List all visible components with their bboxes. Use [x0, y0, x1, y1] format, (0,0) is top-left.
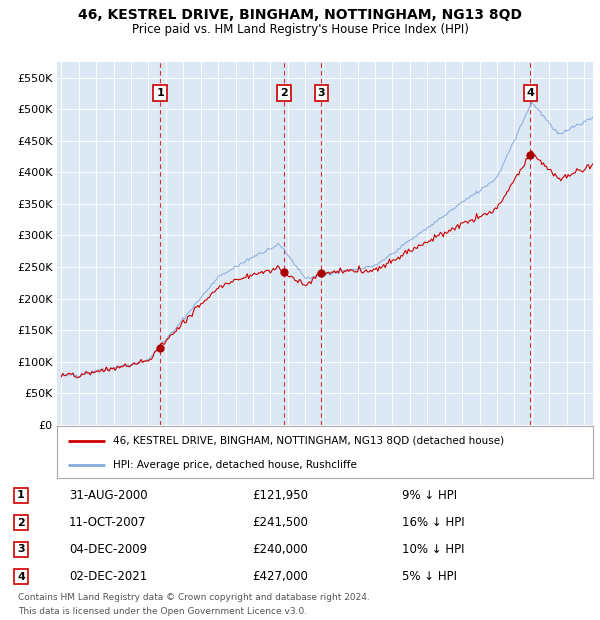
Text: 46, KESTREL DRIVE, BINGHAM, NOTTINGHAM, NG13 8QD (detached house): 46, KESTREL DRIVE, BINGHAM, NOTTINGHAM, … [113, 436, 505, 446]
Text: 31-AUG-2000: 31-AUG-2000 [69, 489, 148, 502]
Text: 3: 3 [317, 88, 325, 98]
Text: 9% ↓ HPI: 9% ↓ HPI [402, 489, 457, 502]
Text: Price paid vs. HM Land Registry's House Price Index (HPI): Price paid vs. HM Land Registry's House … [131, 23, 469, 36]
Text: 11-OCT-2007: 11-OCT-2007 [69, 516, 146, 529]
Text: 1: 1 [156, 88, 164, 98]
Text: 1: 1 [17, 490, 25, 500]
Text: HPI: Average price, detached house, Rushcliffe: HPI: Average price, detached house, Rush… [113, 460, 357, 470]
Text: 02-DEC-2021: 02-DEC-2021 [69, 570, 147, 583]
Text: 04-DEC-2009: 04-DEC-2009 [69, 543, 147, 556]
Text: £240,000: £240,000 [252, 543, 308, 556]
Text: 2: 2 [17, 518, 25, 528]
Text: 2: 2 [280, 88, 288, 98]
Text: 4: 4 [526, 88, 535, 98]
Text: This data is licensed under the Open Government Licence v3.0.: This data is licensed under the Open Gov… [18, 607, 307, 616]
Text: £427,000: £427,000 [252, 570, 308, 583]
Text: Contains HM Land Registry data © Crown copyright and database right 2024.: Contains HM Land Registry data © Crown c… [18, 593, 370, 602]
Text: 3: 3 [17, 544, 25, 554]
Text: £121,950: £121,950 [252, 489, 308, 502]
Text: 46, KESTREL DRIVE, BINGHAM, NOTTINGHAM, NG13 8QD: 46, KESTREL DRIVE, BINGHAM, NOTTINGHAM, … [78, 8, 522, 22]
Text: 10% ↓ HPI: 10% ↓ HPI [402, 543, 464, 556]
Text: 5% ↓ HPI: 5% ↓ HPI [402, 570, 457, 583]
Text: £241,500: £241,500 [252, 516, 308, 529]
Text: 4: 4 [17, 572, 25, 582]
Text: 16% ↓ HPI: 16% ↓ HPI [402, 516, 464, 529]
